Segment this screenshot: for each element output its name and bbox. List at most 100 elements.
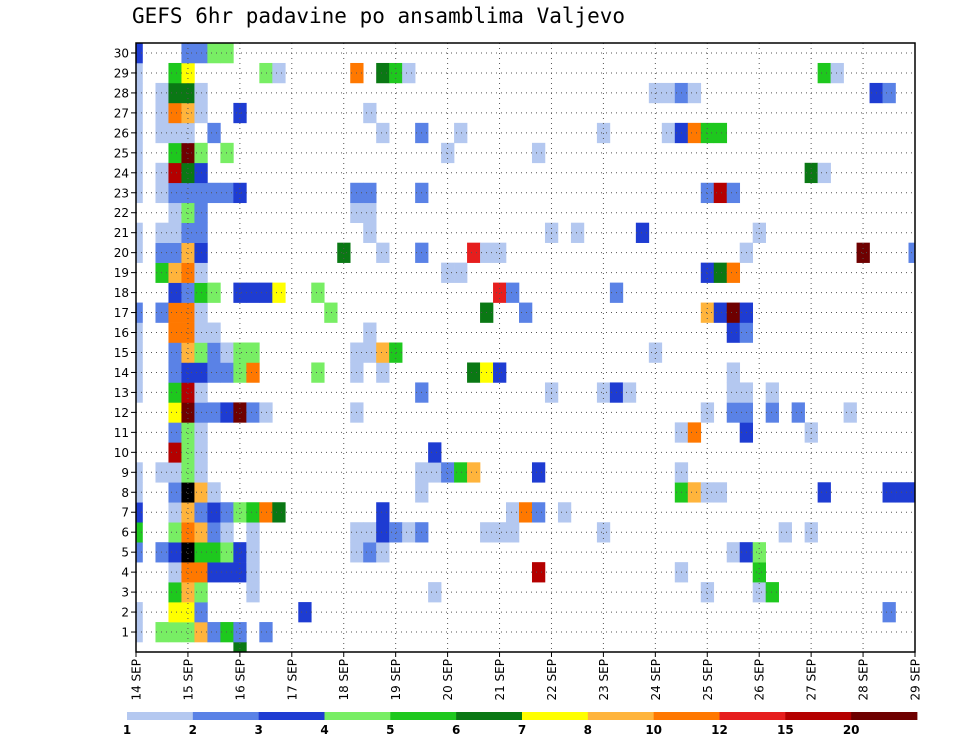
heatmap-cell — [220, 362, 234, 383]
heatmap-cell — [337, 242, 351, 263]
heatmap-cell — [168, 622, 182, 643]
heatmap-cell — [311, 362, 325, 383]
heatmap-cell — [136, 82, 143, 104]
heatmap-cell — [817, 62, 831, 84]
y-tick-label: 27 — [114, 106, 129, 120]
heatmap-cell — [155, 622, 169, 643]
heatmap-cell — [246, 502, 260, 523]
colorbar-swatch — [390, 712, 457, 720]
heatmap-cell — [136, 182, 143, 204]
heatmap-cell — [570, 222, 585, 243]
heatmap-cell — [168, 442, 182, 463]
heatmap-cell — [136, 602, 143, 623]
heatmap-cell — [441, 462, 455, 483]
heatmap-cell — [259, 502, 273, 523]
heatmap-cell — [181, 502, 195, 523]
heatmap-cell — [441, 142, 455, 164]
heatmap-cell — [246, 562, 260, 583]
y-tick-label: 26 — [114, 126, 129, 140]
heatmap-cell — [363, 522, 377, 543]
heatmap-cell — [700, 582, 715, 603]
heatmap-cell — [168, 162, 182, 184]
heatmap-cell — [376, 542, 390, 563]
heatmap-cell — [181, 422, 195, 443]
colorbar-swatch — [785, 712, 852, 720]
colorbar-label: 15 — [777, 723, 794, 737]
y-tick-label: 14 — [114, 366, 129, 380]
colorbar-swatch — [587, 712, 655, 720]
x-tick-label: 28 SEP — [857, 659, 871, 701]
heatmap-cell — [506, 282, 520, 303]
y-tick-label: 18 — [114, 286, 129, 300]
heatmap-cell — [363, 222, 377, 243]
y-tick-label: 4 — [121, 566, 129, 580]
heatmap-cell — [700, 262, 715, 283]
heatmap-cell — [817, 482, 831, 503]
heatmap-cell — [168, 602, 182, 623]
heatmap-cell — [168, 82, 182, 104]
heatmap-cell — [136, 622, 143, 643]
heatmap-cell — [181, 562, 195, 583]
x-tick-label: 24 SEP — [649, 659, 663, 701]
heatmap-cell — [220, 562, 234, 583]
heatmap-cell — [363, 322, 377, 343]
heatmap-cell — [181, 442, 195, 463]
heatmap-cell — [259, 282, 273, 303]
y-tick-label: 1 — [121, 626, 129, 640]
heatmap-cell — [687, 482, 702, 503]
heatmap-cell — [531, 462, 546, 483]
heatmap-cell — [181, 362, 195, 383]
x-tick-label: 25 SEP — [701, 659, 715, 701]
heatmap-cell — [181, 202, 195, 224]
heatmap-cell — [272, 62, 286, 84]
x-tick-label: 16 SEP — [233, 659, 247, 701]
heatmap-cell — [233, 282, 247, 303]
heatmap-cell — [635, 222, 650, 243]
colorbar-swatch — [192, 712, 260, 720]
heatmap-cell — [363, 542, 377, 563]
heatmap-cell — [531, 562, 546, 583]
y-tick-label: 11 — [114, 426, 129, 440]
x-tick-label: 21 SEP — [493, 659, 507, 701]
heatmap-cell — [207, 362, 221, 383]
heatmap-cell — [467, 462, 481, 483]
heatmap-cell — [246, 542, 260, 563]
heatmap-cell — [506, 502, 520, 523]
heatmap-cell — [207, 522, 221, 543]
heatmap-cell — [259, 622, 273, 643]
heatmap-cell — [726, 302, 741, 323]
y-tick-label: 22 — [114, 206, 129, 220]
heatmap-cell — [207, 322, 221, 343]
heatmap-cell — [246, 362, 260, 383]
y-tick-label: 29 — [114, 66, 129, 80]
x-tick-label: 22 SEP — [545, 659, 559, 701]
heatmap-cell — [687, 422, 702, 443]
heatmap-cell — [376, 522, 390, 543]
heatmap-cell — [726, 542, 741, 563]
heatmap-cell — [168, 502, 182, 523]
heatmap-cell — [155, 242, 169, 263]
heatmap-cell — [259, 62, 273, 84]
heatmap-cell — [155, 162, 169, 184]
heatmap-cell — [136, 102, 143, 124]
heatmap-cell — [136, 222, 143, 243]
heatmap-cell — [830, 62, 844, 84]
heatmap-cell — [220, 542, 234, 563]
heatmap-cell — [181, 282, 195, 303]
heatmap-cell — [363, 342, 377, 363]
heatmap-cell — [155, 122, 169, 144]
colorbar-label: 4 — [320, 723, 328, 737]
y-tick-label: 24 — [114, 166, 129, 180]
heatmap-cell — [207, 43, 221, 64]
y-tick-label: 25 — [114, 146, 129, 160]
heatmap-cell — [181, 222, 195, 243]
heatmap-cell — [557, 502, 572, 523]
heatmap-cell — [181, 182, 195, 204]
heatmap-cell — [136, 462, 143, 483]
heatmap-cell — [220, 522, 234, 543]
heatmap-cell — [181, 482, 195, 503]
heatmap-cell — [168, 102, 182, 124]
heatmap-cell — [136, 322, 143, 343]
heatmap-cell — [687, 122, 702, 144]
heatmap-cell — [882, 482, 896, 503]
